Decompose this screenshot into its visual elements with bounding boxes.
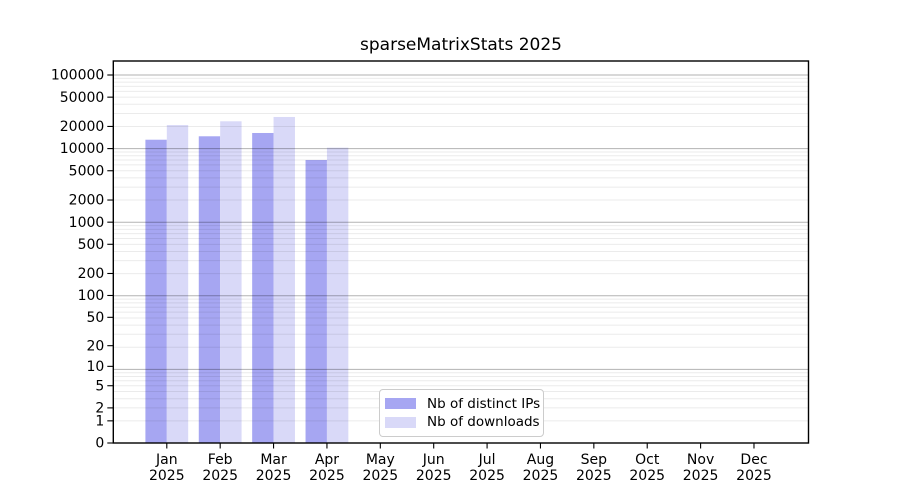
y-tick-label: 50000 <box>60 90 105 106</box>
x-tick-label-year: 2025 <box>736 468 772 484</box>
x-tick-label-month: Jul <box>478 452 496 468</box>
x-tick-label-year: 2025 <box>629 468 665 484</box>
x-tick-label-month: Aug <box>527 452 554 468</box>
bar-downloads-feb <box>220 121 242 443</box>
y-tick-label: 20000 <box>60 119 105 135</box>
bar-distinct-ips-mar <box>252 132 274 444</box>
legend: Nb of distinct IPs Nb of downloads <box>379 389 544 437</box>
y-tick-label: 200 <box>78 266 105 282</box>
y-tick-label: 0 <box>95 436 104 452</box>
x-tick-label-year: 2025 <box>469 468 505 484</box>
x-tick-label-year: 2025 <box>256 468 292 484</box>
y-tick-label: 500 <box>78 237 105 253</box>
y-tick-label: 2 <box>95 401 104 417</box>
y-tick-label: 100 <box>78 288 105 304</box>
x-tick-label-year: 2025 <box>309 468 345 484</box>
y-tick-label: 100000 <box>51 68 104 84</box>
x-tick-label-month: Dec <box>740 452 767 468</box>
x-tick-label-year: 2025 <box>149 468 185 484</box>
x-tick-label-year: 2025 <box>202 468 238 484</box>
bar-downloads-jan <box>166 125 189 443</box>
legend-swatch-downloads <box>385 416 416 428</box>
x-tick-label-month: Jun <box>422 452 445 468</box>
bar-distinct-ips-apr <box>305 159 327 443</box>
plot-border <box>112 60 810 444</box>
legend-swatch-distinct-ips <box>385 398 416 410</box>
y-tick-label: 1 <box>95 413 104 429</box>
x-tick-label-year: 2025 <box>416 468 452 484</box>
y-tick-label: 5 <box>95 378 104 394</box>
x-tick-label-year: 2025 <box>683 468 719 484</box>
y-tick-label: 10000 <box>60 141 105 157</box>
legend-entry-distinct-ips: Nb of distinct IPs <box>385 395 541 412</box>
y-tick-label: 50 <box>86 310 104 326</box>
x-tick-label-month: Mar <box>260 452 287 468</box>
bar-distinct-ips-jan <box>145 139 167 444</box>
x-tick-label-month: Feb <box>208 452 233 468</box>
x-tick-label-month: Oct <box>635 452 660 468</box>
x-tick-label-year: 2025 <box>523 468 559 484</box>
bar-distinct-ips-feb <box>198 136 221 443</box>
x-tick-label-year: 2025 <box>362 468 398 484</box>
y-tick-label: 20 <box>86 338 104 354</box>
x-tick-label-year: 2025 <box>576 468 612 484</box>
x-tick-label-month: Jan <box>155 452 178 468</box>
x-tick-label-month: May <box>366 452 395 468</box>
legend-label-distinct-ips: Nb of distinct IPs <box>427 395 541 412</box>
x-tick-label-month: Sep <box>581 452 608 468</box>
y-tick-label: 2000 <box>69 193 105 209</box>
bar-downloads-apr <box>326 147 349 443</box>
x-tick-label-month: Apr <box>315 452 339 468</box>
legend-entry-downloads: Nb of downloads <box>385 414 540 431</box>
y-tick-label: 10 <box>86 359 104 375</box>
legend-label-downloads: Nb of downloads <box>427 414 540 431</box>
y-tick-label: 5000 <box>69 163 105 179</box>
y-tick-label: 1000 <box>69 215 105 231</box>
chart-title: sparseMatrixStats 2025 <box>360 35 562 55</box>
bar-downloads-mar <box>273 116 295 443</box>
x-tick-label-month: Nov <box>687 452 714 468</box>
